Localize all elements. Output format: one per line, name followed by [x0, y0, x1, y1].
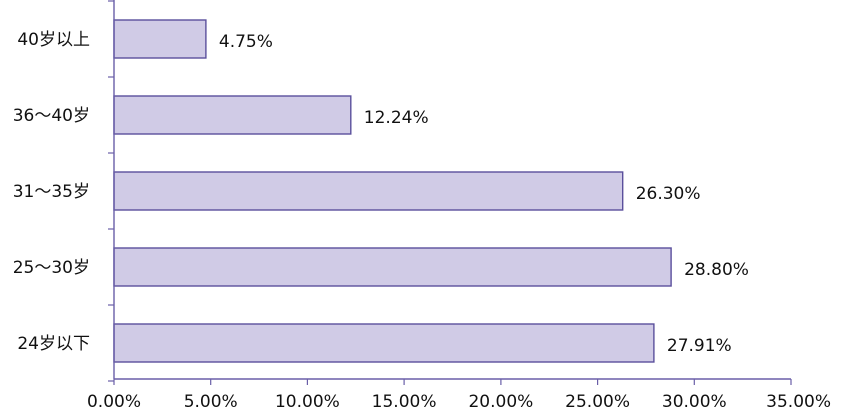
x-tick-label-7: 35.00%: [766, 392, 831, 412]
bar-1: [113, 95, 352, 135]
bar-0: [113, 19, 207, 59]
data-label-3: 28.80%: [684, 260, 749, 280]
bar-3: [113, 247, 672, 287]
category-label-4: 24岁以下: [17, 334, 90, 354]
data-label-4: 27.91%: [667, 336, 732, 356]
category-label-3: 25～30岁: [13, 258, 90, 278]
labels-layer: 40岁以上 4.75% 36～40岁 12.24% 31～35岁 26.30% 25～30岁…: [13, 30, 749, 356]
category-label-0: 40岁以上: [17, 30, 90, 50]
data-label-1: 12.24%: [364, 108, 429, 128]
x-tick-label-3: 15.00%: [372, 392, 437, 412]
category-label-2: 31～35岁: [13, 182, 90, 202]
x-tick-label-4: 20.00%: [468, 392, 533, 412]
category-label-1: 36～40岁: [13, 106, 90, 126]
x-tick-label-5: 25.00%: [565, 392, 630, 412]
x-tick-label-6: 30.00%: [662, 392, 727, 412]
x-tick-label-0: 0.00%: [87, 392, 141, 412]
data-label-2: 26.30%: [636, 184, 701, 204]
bar-2: [113, 171, 624, 211]
data-label-0: 4.75%: [219, 32, 273, 52]
axes-layer: 0.00% 5.00% 10.00% 15.00% 20.00% 25.00% 30.00%…: [87, 0, 831, 412]
x-tick-label-1: 5.00%: [184, 392, 238, 412]
bar-4: [113, 323, 655, 363]
x-tick-label-2: 10.00%: [275, 392, 340, 412]
bars-layer: [113, 19, 672, 363]
